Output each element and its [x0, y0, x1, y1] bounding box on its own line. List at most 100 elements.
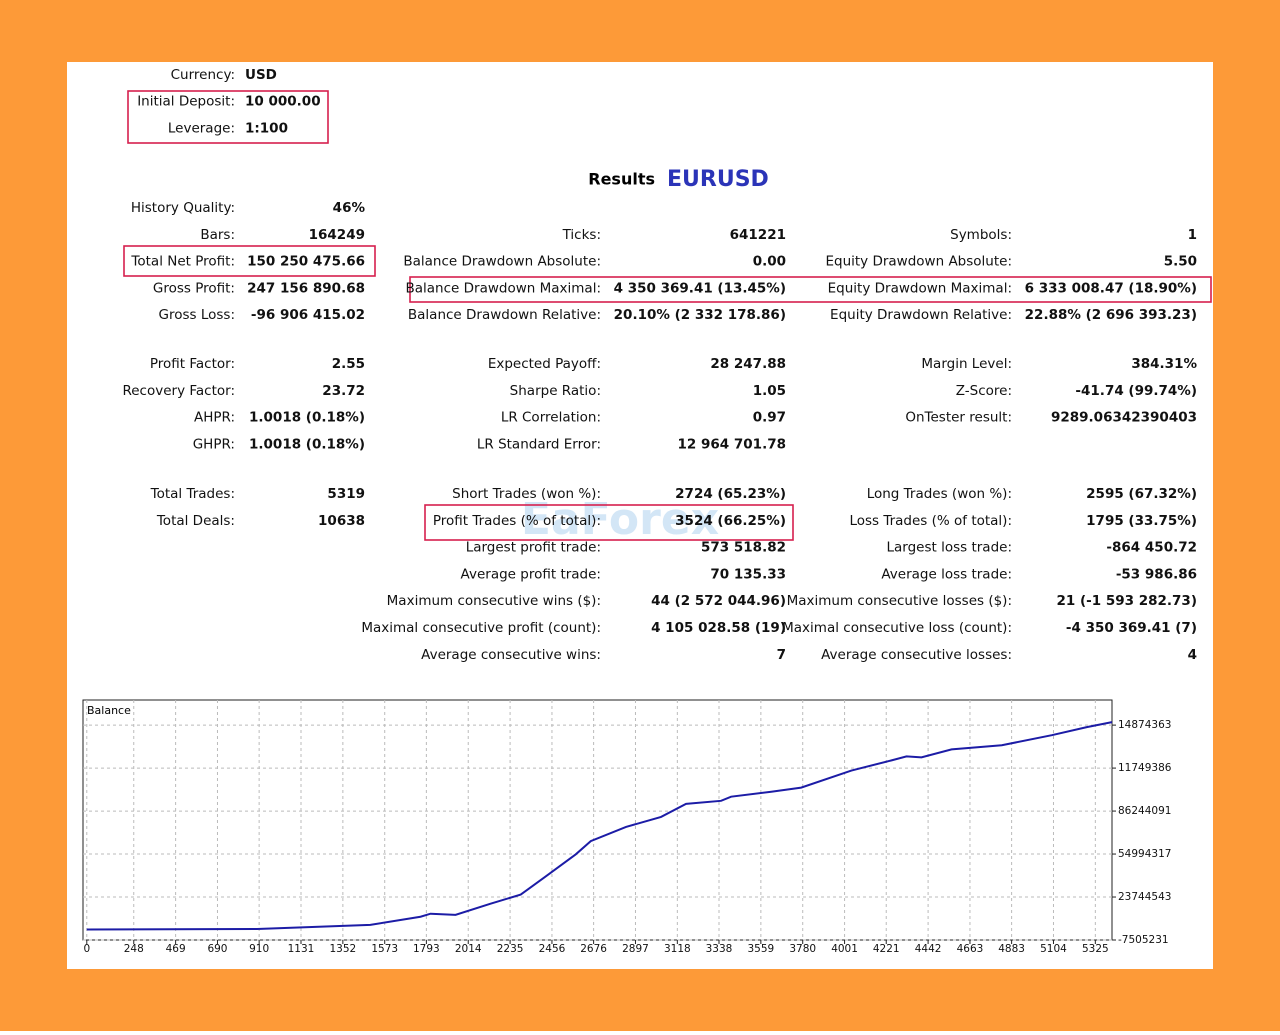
stat-label: History Quality:	[131, 200, 235, 216]
stat-value: 4 350 369.41 (13.45%)	[614, 280, 786, 296]
stat-value: 46%	[333, 200, 366, 216]
x-tick-label: 248	[124, 943, 144, 955]
x-tick-label: 2897	[622, 943, 649, 955]
watermark: EaForex	[521, 494, 719, 545]
stat-value: -41.74 (99.74%)	[1075, 383, 1197, 399]
stat-label: Largest profit trade:	[466, 540, 601, 556]
stat-value: 1795 (33.75%)	[1086, 513, 1197, 529]
stat-label: Total Net Profit:	[130, 254, 235, 270]
stat-label: Maximal consecutive loss (count):	[782, 620, 1012, 636]
x-tick-label: 4442	[915, 943, 942, 955]
stat-value: 44 (2 572 044.96)	[651, 593, 786, 609]
x-tick-label: 1131	[288, 943, 315, 955]
stat-value: 70 135.33	[710, 566, 786, 582]
stat-label: GHPR:	[193, 436, 235, 452]
stat-label: Largest loss trade:	[886, 540, 1012, 556]
stat-label: Sharpe Ratio:	[510, 383, 601, 399]
stat-label: Average profit trade:	[461, 566, 601, 582]
stat-label: LR Correlation:	[501, 410, 601, 426]
stat-value: 28 247.88	[710, 356, 786, 372]
stat-value: -4 350 369.41 (7)	[1066, 620, 1197, 636]
stat-label: Total Trades:	[150, 486, 235, 502]
balance-line	[86, 721, 1113, 931]
stat-value: -864 450.72	[1106, 540, 1197, 556]
x-tick-label: 5325	[1082, 943, 1109, 955]
x-tick-label: 4663	[957, 943, 984, 955]
stat-value: 4 105 028.58 (19)	[651, 620, 786, 636]
stat-label: Profit Factor:	[150, 356, 235, 372]
stat-label: Loss Trades (% of total):	[849, 513, 1012, 529]
stat-value: 23.72	[322, 383, 365, 399]
field-value: 10 000.00	[245, 94, 321, 110]
stat-label: Z-Score:	[956, 383, 1012, 399]
field-value: USD	[245, 67, 277, 83]
stat-label: Average loss trade:	[881, 566, 1012, 582]
stat-label: Margin Level:	[921, 356, 1012, 372]
x-tick-label: 0	[83, 943, 90, 955]
stat-value: 1.05	[753, 383, 786, 399]
stat-label: Recovery Factor:	[122, 383, 235, 399]
x-tick-label: 2014	[455, 943, 482, 955]
highlight-box	[409, 276, 1212, 303]
y-tick-label: 86244091	[1118, 805, 1171, 817]
stat-label: Balance Drawdown Relative:	[408, 307, 601, 323]
x-tick-label: 4001	[831, 943, 858, 955]
field-label: Currency:	[171, 67, 235, 83]
stat-label: Ticks:	[562, 227, 601, 243]
stat-label: Gross Profit:	[153, 280, 235, 296]
highlight-boxes	[123, 90, 1212, 541]
results-label: Results	[588, 170, 655, 189]
stat-label: Equity Drawdown Maximal:	[828, 280, 1012, 296]
highlight-box	[424, 504, 794, 541]
x-tick-label: 1793	[413, 943, 440, 955]
stat-value: 2595 (67.32%)	[1086, 486, 1197, 502]
stat-value: 573 518.82	[701, 540, 786, 556]
stat-value: 1	[1188, 227, 1197, 243]
stat-label: Balance Drawdown Absolute:	[403, 254, 601, 270]
x-tick-label: 2456	[539, 943, 566, 955]
stat-label: Average consecutive wins:	[421, 647, 601, 663]
stat-value: 21 (-1 593 282.73)	[1057, 593, 1198, 609]
stat-value: 6 333 008.47 (18.90%)	[1025, 280, 1197, 296]
y-tick-label: 14874363	[1118, 719, 1171, 731]
stat-label: AHPR:	[194, 410, 235, 426]
stat-value: 3524 (66.25%)	[675, 513, 786, 529]
x-tick-label: 4221	[873, 943, 900, 955]
stat-label: Maximum consecutive losses ($):	[787, 593, 1012, 609]
stat-value: 2.55	[332, 356, 365, 372]
highlight-box	[127, 90, 329, 144]
y-tick-label: 23744543	[1118, 891, 1171, 903]
stat-value: 10638	[318, 513, 365, 529]
x-tick-label: 4883	[998, 943, 1025, 955]
stat-label: OnTester result:	[905, 410, 1012, 426]
field-label: Leverage:	[168, 120, 235, 136]
y-tick-label: 11749386	[1118, 762, 1172, 774]
stat-value: 0.00	[753, 254, 786, 270]
stat-value: -53 986.86	[1116, 566, 1197, 582]
stat-label: Maximal consecutive profit (count):	[361, 620, 601, 636]
stat-label: Long Trades (won %):	[867, 486, 1012, 502]
stat-value: 5.50	[1164, 254, 1197, 270]
stat-value: 9289.06342390403	[1051, 410, 1197, 426]
x-tick-label: 2235	[497, 943, 524, 955]
stat-value: 0.97	[753, 410, 786, 426]
y-tick-label: 54994317	[1118, 848, 1171, 860]
stat-value: -96 906 415.02	[251, 307, 365, 323]
stat-value: 150 250 475.66	[247, 254, 365, 270]
x-tick-label: 690	[207, 943, 227, 955]
x-tick-label: 1352	[329, 943, 356, 955]
stat-label: Total Deals:	[156, 513, 235, 529]
stat-label: Bars:	[200, 227, 235, 243]
stat-value: 247 156 890.68	[247, 280, 365, 296]
x-tick-label: 2676	[580, 943, 607, 955]
x-tick-label: 910	[249, 943, 269, 955]
stat-label: LR Standard Error:	[477, 436, 601, 452]
stat-label: Symbols:	[950, 227, 1012, 243]
stat-label: Gross Loss:	[159, 307, 236, 323]
stat-value: 4	[1188, 647, 1197, 663]
x-tick-label: 3559	[747, 943, 774, 955]
x-tick-label: 1573	[371, 943, 398, 955]
stat-value: 12 964 701.78	[678, 436, 786, 452]
